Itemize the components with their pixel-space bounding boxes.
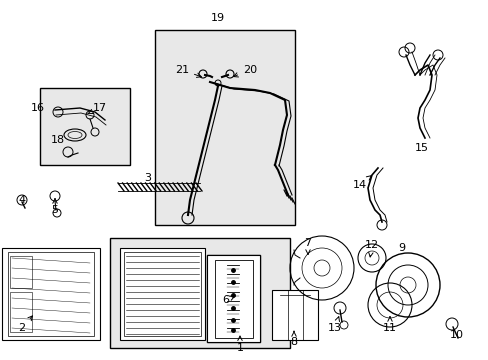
Text: 12: 12 — [364, 240, 378, 257]
Bar — [155, 30, 294, 225]
Text: 17: 17 — [87, 103, 107, 114]
Text: 16: 16 — [31, 103, 45, 113]
Text: 4: 4 — [19, 195, 25, 205]
Text: 21: 21 — [175, 65, 201, 77]
Bar — [206, 255, 260, 342]
Bar — [8, 252, 94, 336]
Text: 14: 14 — [352, 175, 371, 190]
Bar — [124, 252, 201, 336]
Text: 13: 13 — [327, 317, 341, 333]
Bar — [206, 255, 260, 342]
Text: 18: 18 — [51, 135, 65, 145]
Bar — [10, 256, 32, 288]
Text: 5: 5 — [51, 199, 59, 215]
Bar — [215, 260, 252, 338]
Text: 7: 7 — [304, 238, 311, 254]
Text: 9: 9 — [398, 243, 405, 253]
Text: 10: 10 — [449, 330, 463, 340]
Text: 8: 8 — [290, 331, 297, 347]
Text: 2: 2 — [19, 316, 32, 333]
Text: 11: 11 — [382, 317, 396, 333]
Text: 19: 19 — [210, 13, 224, 23]
Text: 6: 6 — [222, 295, 234, 305]
Text: 3: 3 — [144, 173, 151, 183]
Bar — [120, 248, 204, 340]
Bar — [10, 292, 32, 332]
Bar — [2, 248, 100, 340]
Text: 15: 15 — [414, 143, 428, 153]
Text: 1: 1 — [236, 336, 243, 353]
Bar — [271, 290, 317, 340]
Bar — [40, 88, 130, 165]
Bar — [110, 238, 289, 348]
Text: 20: 20 — [233, 65, 257, 77]
